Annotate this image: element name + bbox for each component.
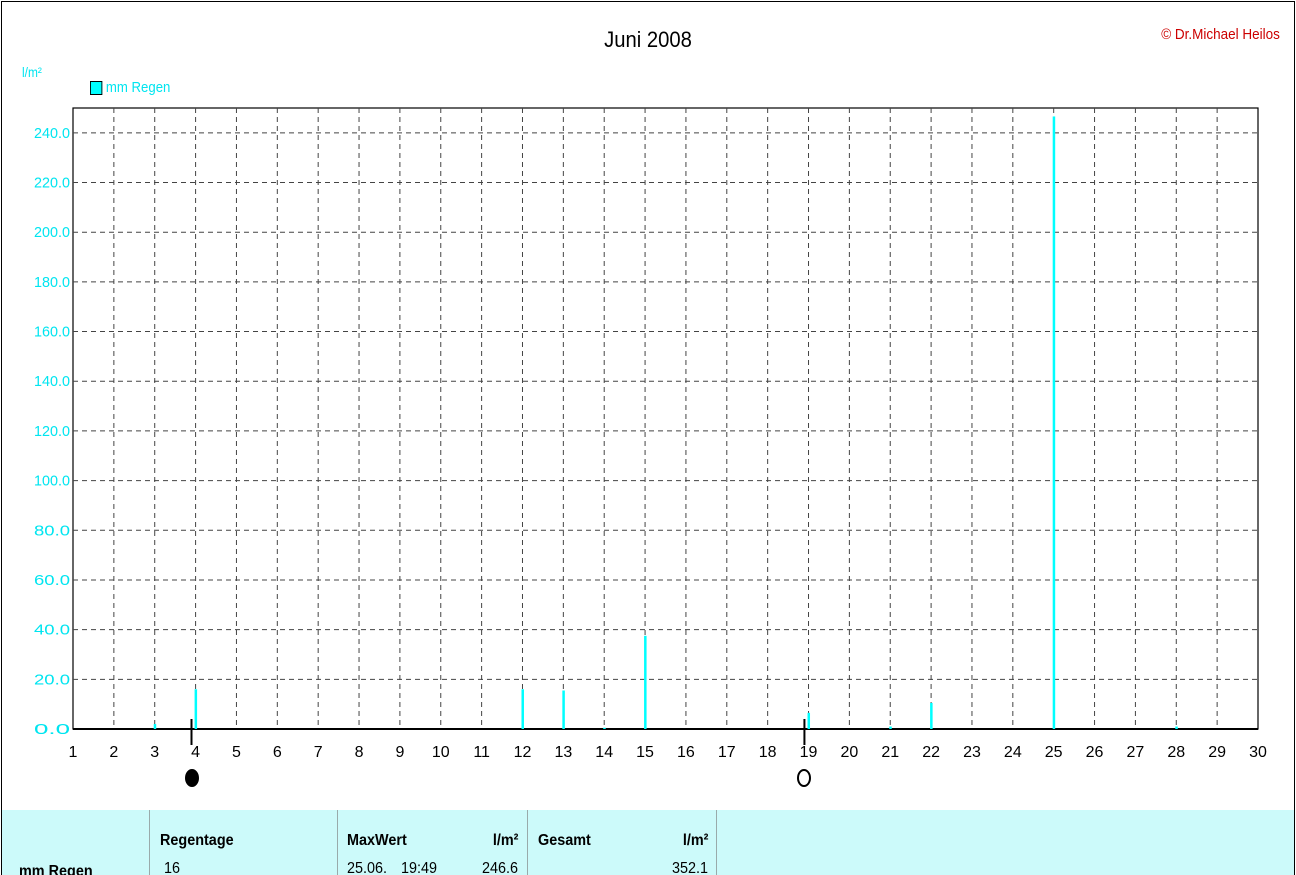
rain-bar: [153, 724, 157, 729]
gesamt-value: 352.1: [671, 860, 708, 875]
rain-bar: [807, 712, 811, 729]
x-tick-label: 29: [1208, 744, 1226, 761]
y-tick-label: 160.0: [34, 324, 70, 341]
x-tick-label: 16: [677, 744, 695, 761]
y-tick-label: 240.0: [34, 125, 70, 142]
x-tick-label: 30: [1249, 744, 1267, 761]
x-tick-label: 18: [759, 744, 777, 761]
regentage-header: Regentage: [160, 832, 234, 849]
rain-bar: [521, 689, 524, 729]
y-tick-label: 60.0: [34, 572, 70, 589]
maxwert-date: 25.06.: [347, 860, 388, 875]
y-tick-label: 140.0: [34, 373, 70, 390]
summary-panel: mm Regen Regentage 16 MaxWert l/m² 25.06…: [2, 810, 1294, 875]
x-tick-label: 4: [191, 744, 200, 761]
rain-bar: [194, 689, 198, 729]
chart-title: Juni 2008: [604, 27, 692, 52]
y-tick-label: 0.0: [34, 721, 70, 738]
legend: mm Regen: [90, 79, 170, 96]
x-tick-label: 15: [636, 744, 654, 761]
x-tick-label: 2: [109, 744, 118, 761]
x-tick-label: 28: [1167, 744, 1185, 761]
summary-divider: [337, 810, 338, 875]
rain-bar: [603, 727, 606, 729]
y-axis-unit: l/m²: [22, 64, 42, 80]
x-tick-label: 9: [395, 744, 404, 761]
rain-bar: [930, 702, 933, 729]
rain-bar: [889, 726, 892, 729]
rain-bar: [1175, 726, 1178, 729]
y-tick-label: 80.0: [34, 522, 70, 539]
x-tick-label: 25: [1045, 744, 1063, 761]
legend-swatch: [90, 80, 103, 95]
maxwert-unit: l/m²: [492, 832, 518, 849]
gesamt-header: Gesamt: [538, 832, 591, 849]
x-tick-label: 10: [432, 744, 450, 761]
x-tick-label: 8: [355, 744, 364, 761]
gesamt-unit: l/m²: [682, 832, 708, 849]
x-tick-label: 20: [840, 744, 858, 761]
maxwert-time: 19:49: [401, 860, 438, 875]
x-tick-label: 7: [314, 744, 323, 761]
rain-bar: [562, 690, 565, 729]
x-tick-label: 11: [473, 744, 490, 761]
y-tick-label: 180.0: [34, 274, 70, 291]
x-tick-label: 1: [69, 744, 78, 761]
new-moon-icon: [184, 769, 199, 787]
rain-bar: [1052, 116, 1056, 729]
x-tick-label: 22: [922, 744, 940, 761]
y-tick-label: 120.0: [34, 423, 70, 440]
summary-row-label: mm Regen: [19, 863, 93, 875]
x-tick-label: 23: [963, 744, 981, 761]
full-moon-icon: [797, 769, 812, 787]
summary-divider: [527, 810, 528, 875]
y-tick-label: 220.0: [34, 175, 70, 192]
summary-divider: [716, 810, 717, 875]
x-tick-label: 19: [800, 744, 818, 761]
x-tick-label: 14: [595, 744, 613, 761]
x-tick-label: 12: [514, 744, 532, 761]
y-tick-label: 200.0: [34, 224, 70, 241]
y-tick-label: 100.0: [34, 473, 70, 490]
plot-area: [72, 107, 1259, 730]
x-tick-label: 26: [1086, 744, 1104, 761]
y-tick-label: 40.0: [34, 622, 70, 639]
rain-bar: [644, 635, 647, 729]
x-tick-label: 3: [150, 744, 159, 761]
y-tick-label: 20.0: [34, 671, 70, 688]
x-tick-label: 27: [1127, 744, 1145, 761]
x-tick-label: 21: [881, 744, 899, 761]
maxwert-value: 246.6: [481, 860, 518, 875]
legend-label: mm Regen: [105, 79, 171, 96]
maxwert-header: MaxWert: [347, 832, 407, 849]
copyright-text: © Dr.Michael Heilos: [1161, 26, 1280, 43]
regentage-value: 16: [164, 860, 181, 875]
x-tick-label: 13: [554, 744, 572, 761]
summary-divider: [149, 810, 150, 875]
rain-chart: 0.0 20.0 40.0 60.0 80.0 100.0 120.0 140.0 160.0 1…: [34, 107, 1267, 761]
x-tick-label: 17: [718, 744, 736, 761]
x-tick-label: 5: [232, 744, 241, 761]
x-tick-label: 24: [1004, 744, 1022, 761]
x-tick-label: 6: [273, 744, 282, 761]
